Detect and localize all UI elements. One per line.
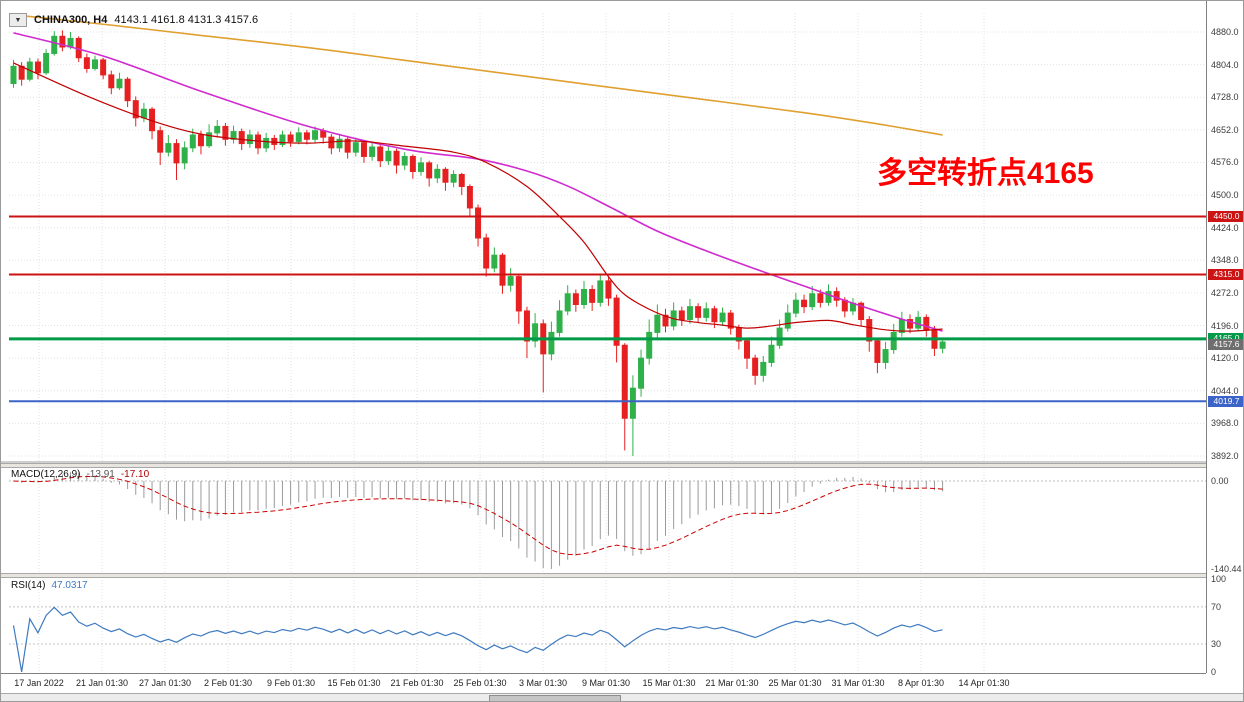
- macd-main-value: -13.91: [86, 469, 115, 480]
- price-tag-4165.0: 4165.0: [1208, 333, 1243, 345]
- symbol-timeframe-label: CHINA300, H4: [34, 14, 108, 26]
- price-tick-label: 4652.0: [1211, 124, 1239, 135]
- ohlc-values: 4143.1 4161.8 4131.3 4157.6: [114, 14, 259, 26]
- price-tick-label: 4348.0: [1211, 255, 1239, 266]
- price-tick-label: 4500.0: [1211, 190, 1239, 201]
- time-tick-label: 25 Mar 01:30: [768, 678, 822, 688]
- price-tick-label: 4196.0: [1211, 320, 1239, 331]
- panel-splitter-rsi[interactable]: [1, 573, 1206, 578]
- time-tick-label: 25 Feb 01:30: [453, 678, 507, 688]
- macd-signal-value: -17.10: [120, 469, 150, 480]
- price-tick-label: 4728.0: [1211, 92, 1239, 103]
- price-tick-label: 4044.0: [1211, 385, 1239, 396]
- chart-title: ▼ CHINA300, H4 4143.1 4161.8 4131.3 4157…: [9, 13, 258, 27]
- ma-fast-red: [13, 62, 943, 332]
- time-tick-label: 15 Mar 01:30: [642, 678, 696, 688]
- macd-indicator-label: MACD(12,26,9) -13.91 -17.10: [11, 469, 149, 480]
- time-tick-label: 9 Feb 01:30: [266, 678, 316, 688]
- rsi-indicator-label: RSI(14) 47.0317: [11, 580, 88, 591]
- time-tick-label: 21 Mar 01:30: [705, 678, 759, 688]
- ma-slow-orange: [13, 14, 943, 136]
- price-tick-label: 3968.0: [1211, 418, 1239, 429]
- time-tick-label: 21 Jan 01:30: [75, 678, 129, 688]
- price-tick-label: 4272.0: [1211, 287, 1239, 298]
- time-tick-label: 8 Apr 01:30: [897, 678, 945, 688]
- time-tick-label: 21 Feb 01:30: [390, 678, 444, 688]
- price-tick-label: 4880.0: [1211, 27, 1239, 37]
- rsi-axis-label: 100: [1211, 574, 1227, 584]
- price-tick-label: 4120.0: [1211, 353, 1239, 364]
- price-tag-4019.7: 4019.7: [1208, 395, 1243, 407]
- time-tick-label: 14 Apr 01:30: [958, 678, 1010, 688]
- scrollbar-thumb[interactable]: [489, 695, 621, 701]
- macd-axis-label: 0.00: [1211, 476, 1229, 486]
- price-tick-label: 4804.0: [1211, 59, 1239, 70]
- price-tick-label: 3892.0: [1211, 450, 1239, 461]
- time-tick-label: 17 Jan 2022: [14, 678, 64, 688]
- time-tick-label: 2 Feb 01:30: [203, 678, 253, 688]
- time-tick-label: 9 Mar 01:30: [581, 678, 631, 688]
- price-axis[interactable]: 4880.0 4804.0 4728.0 4652.0 4576.0 4500.0 4424…: [1206, 1, 1243, 677]
- price-tag-4157.6: 4157.6: [1208, 339, 1243, 351]
- annotation-text: 多空转折点4165: [877, 157, 1094, 190]
- rsi-axis-label: 0: [1211, 666, 1217, 677]
- time-tick-label: 3 Mar 01:30: [518, 678, 568, 688]
- ma-mid-magenta: [13, 32, 943, 332]
- price-tag-4315.0: 4315.0: [1208, 268, 1243, 280]
- time-tick-label: 31 Mar 01:30: [831, 678, 885, 688]
- time-tick-label: 15 Feb 01:30: [327, 678, 381, 688]
- rsi-axis-label: 70: [1211, 601, 1222, 612]
- rsi-name: RSI(14): [11, 580, 46, 591]
- horizontal-scrollbar[interactable]: [1, 693, 1243, 701]
- price-tick-label: 4576.0: [1211, 157, 1239, 168]
- time-axis[interactable]: 17 Jan 2022 21 Jan 01:30 27 Jan 01:30 2 Feb…: [1, 673, 1206, 693]
- rsi-value: 47.0317: [51, 580, 88, 591]
- macd-axis-label: -140.44: [1211, 563, 1242, 574]
- macd-name: MACD(12,26,9): [11, 469, 81, 480]
- rsi-axis-label: 30: [1211, 639, 1222, 650]
- collapse-chart-button[interactable]: ▼: [9, 13, 27, 27]
- panel-splitter-macd[interactable]: [1, 463, 1206, 468]
- price-tick-label: 4424.0: [1211, 222, 1239, 233]
- price-tag-4450.0: 4450.0: [1208, 211, 1243, 223]
- time-tick-label: 27 Jan 01:30: [138, 678, 192, 688]
